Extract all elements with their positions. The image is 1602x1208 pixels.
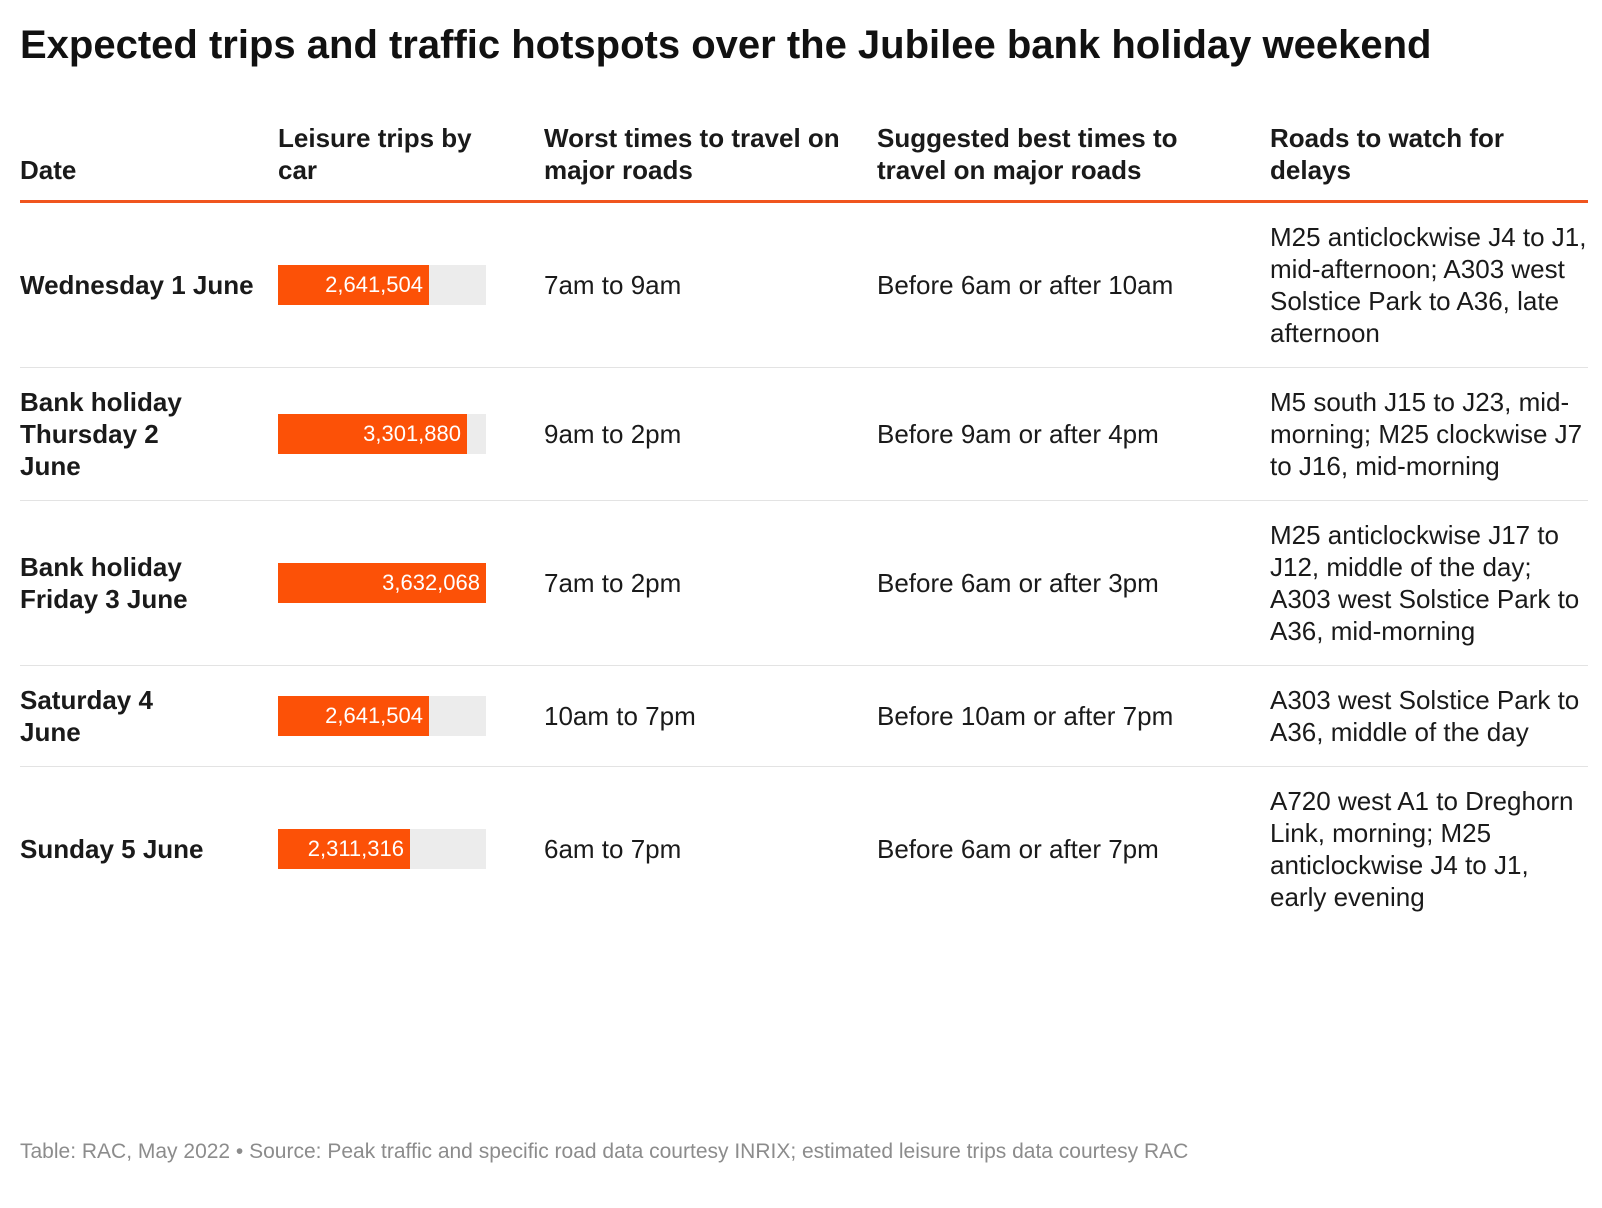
traffic-table: Date Leisure trips by car Worst times to… bbox=[20, 122, 1588, 931]
date-cell: Saturday 4 June bbox=[20, 665, 278, 767]
roads-cell: A303 west Solstice Park to A36, middle o… bbox=[1270, 665, 1588, 767]
worst-times-cell: 10am to 7pm bbox=[544, 665, 877, 767]
worst-times-cell: 7am to 2pm bbox=[544, 500, 877, 666]
column-header-date: Date bbox=[20, 122, 278, 203]
trips-bar-label: 2,641,504 bbox=[325, 272, 423, 297]
trips-bar-label: 3,301,880 bbox=[363, 421, 461, 446]
best-times-cell: Before 6am or after 7pm bbox=[877, 834, 1159, 864]
best-times-cell: Before 6am or after 3pm bbox=[877, 500, 1270, 666]
trips-bar bbox=[278, 414, 467, 454]
date-cell: Bank holiday Thursday 2 June bbox=[20, 367, 278, 501]
trips-bar bbox=[278, 696, 429, 736]
column-header-best-times: Suggested best times to travel on major … bbox=[877, 122, 1270, 203]
worst-times-cell: 9am to 2pm bbox=[544, 367, 877, 501]
trips-bar bbox=[278, 829, 410, 869]
trips-bar-label: 2,311,316 bbox=[307, 836, 404, 861]
roads-cell: A720 west A1 to Dreghorn Link, morning; … bbox=[1270, 786, 1574, 912]
trips-bar-label: 2,641,504 bbox=[325, 703, 423, 728]
worst-times-cell: 6am to 7pm bbox=[544, 834, 682, 864]
best-times-cell: Before 9am or after 4pm bbox=[877, 367, 1270, 501]
column-header-leisure-trips: Leisure trips by car bbox=[278, 122, 544, 203]
table-row: Bank holiday Thursday 2 June 3,301,880 9… bbox=[20, 367, 1588, 501]
roads-cell: M5 south J15 to J23, mid-morning; M25 cl… bbox=[1270, 367, 1588, 501]
best-times-cell: Before 10am or after 7pm bbox=[877, 665, 1270, 767]
bar-track: 3,301,880 bbox=[278, 414, 486, 454]
bar-track: 3,632,068 bbox=[278, 563, 486, 603]
date-cell: Bank holiday Friday 3 June bbox=[20, 500, 278, 666]
roads-cell: M25 anticlockwise J17 to J12, middle of … bbox=[1270, 500, 1588, 666]
table-row: Saturday 4 June 2,641,504 10am to 7pm Be… bbox=[20, 665, 1588, 767]
column-header-worst-times: Worst times to travel on major roads bbox=[544, 122, 877, 203]
trips-bar-label: 3,632,068 bbox=[382, 570, 480, 595]
trips-cell: 2,641,504 bbox=[278, 201, 544, 368]
trips-bar bbox=[278, 563, 486, 603]
roads-cell: M25 anticlockwise J4 to J1, mid-afternoo… bbox=[1270, 201, 1588, 368]
date-cell: Wednesday 1 June bbox=[20, 201, 278, 368]
trips-cell: 2,311,316 bbox=[278, 767, 544, 932]
table-row: Wednesday 1 June 2,641,504 7am to 9am Be… bbox=[20, 201, 1588, 368]
table-row: Bank holiday Friday 3 June 3,632,068 7am… bbox=[20, 500, 1588, 666]
column-header-roads: Roads to watch for delays bbox=[1270, 122, 1588, 203]
date-cell: Sunday 5 June bbox=[20, 834, 204, 864]
source-footnote: Table: RAC, May 2022 • Source: Peak traf… bbox=[20, 1140, 1189, 1163]
best-times-cell: Before 6am or after 10am bbox=[877, 201, 1270, 368]
header-row: Date Leisure trips by car Worst times to… bbox=[20, 122, 1588, 203]
trips-bar bbox=[278, 265, 429, 305]
trips-cell: 2,641,504 bbox=[278, 665, 544, 767]
worst-times-cell: 7am to 9am bbox=[544, 201, 877, 368]
chart-title: Expected trips and traffic hotspots over… bbox=[20, 23, 1432, 67]
trips-cell: 3,301,880 bbox=[278, 367, 544, 501]
trips-cell: 3,632,068 bbox=[278, 500, 544, 666]
bar-track: 2,641,504 bbox=[278, 265, 486, 305]
bar-track: 2,311,316 bbox=[278, 829, 486, 869]
bar-track: 2,641,504 bbox=[278, 696, 486, 736]
table-body: Wednesday 1 June 2,641,504 7am to 9am Be… bbox=[20, 201, 1588, 932]
table-row: Sunday 5 June 2,311,316 6am to 7pm Befor… bbox=[20, 767, 1588, 932]
